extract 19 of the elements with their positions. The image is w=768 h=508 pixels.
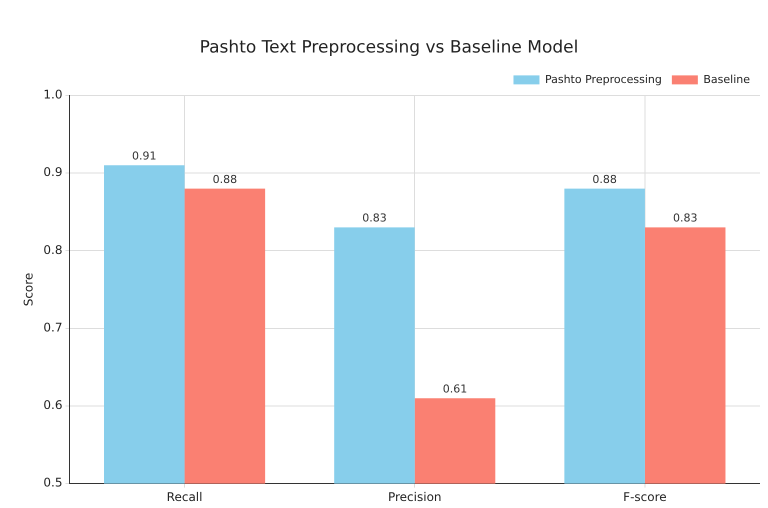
data-label: 0.83: [672, 212, 698, 225]
data-label: 0.88: [592, 172, 617, 186]
x-tick-label: F-score: [623, 490, 667, 504]
x-tick-label: Precision: [388, 490, 442, 504]
y-tick-label: 1.0: [43, 88, 62, 102]
chart-title: Pashto Text Preprocessing vs Baseline Model: [200, 38, 578, 58]
legend-label: Pashto Preprocessing: [544, 72, 662, 86]
y-tick-label: 0.6: [43, 398, 62, 412]
data-label: 0.91: [132, 150, 157, 163]
legend-label: Baseline: [703, 72, 750, 86]
data-label: 0.88: [212, 172, 238, 186]
y-tick-label: 0.7: [43, 320, 62, 334]
y-tick-label: 0.9: [43, 165, 62, 180]
y-axis-title: Score: [21, 272, 36, 306]
data-label: 0.61: [442, 382, 468, 396]
y-tick-label: 0.5: [43, 476, 62, 490]
y-tick-label: 0.8: [43, 242, 62, 257]
data-label: 0.83: [362, 212, 387, 225]
x-tick-label: Recall: [166, 490, 202, 504]
